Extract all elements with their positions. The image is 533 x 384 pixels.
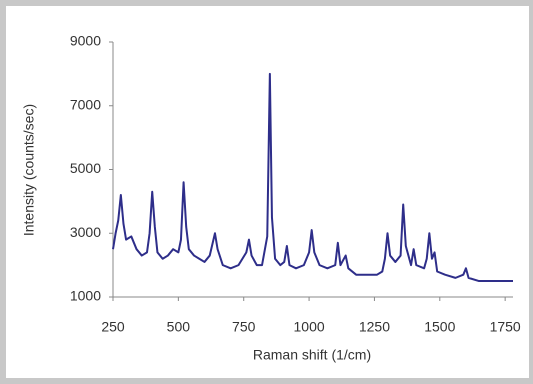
- x-tick-label: 750: [232, 319, 256, 335]
- x-tick-label: 1500: [424, 319, 455, 335]
- y-tick-label: 9000: [70, 33, 101, 49]
- x-tick-label: 250: [101, 319, 125, 335]
- y-tick-label: 3000: [70, 224, 101, 240]
- x-tick-label: 1000: [294, 319, 325, 335]
- x-axis-label: Raman shift (1/cm): [253, 347, 371, 363]
- y-tick-label: 1000: [70, 288, 101, 304]
- x-tick-label: 1250: [359, 319, 390, 335]
- spectrum-line: [112, 72, 513, 283]
- x-tick-label: 500: [167, 319, 191, 335]
- y-tick-label: 7000: [70, 96, 101, 112]
- y-axis-label: Intensity (counts/sec): [21, 104, 37, 236]
- y-tick-label: 5000: [70, 160, 101, 176]
- x-tick-label: 1750: [490, 319, 521, 335]
